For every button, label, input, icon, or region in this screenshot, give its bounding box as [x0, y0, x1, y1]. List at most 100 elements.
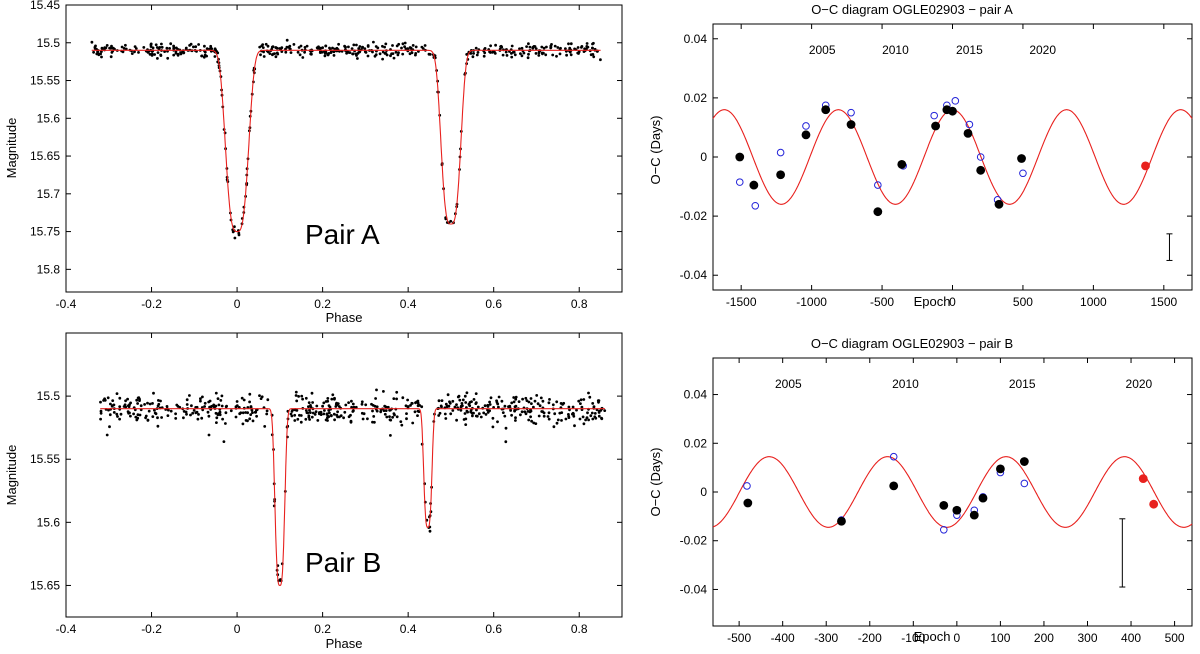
lcB-data-point — [446, 393, 450, 397]
ocA-x-tick-label: 500 — [1013, 295, 1033, 309]
lcA-data-point — [310, 52, 313, 56]
lcA-x-tick-label: -0.4 — [56, 297, 77, 311]
lcB-data-point — [132, 412, 136, 416]
ocA-year-label: 2010 — [882, 43, 909, 57]
lcB-data-point — [308, 418, 311, 421]
lcB-data-point — [395, 390, 399, 394]
lcB-data-point — [307, 405, 310, 408]
lcA-data-point — [403, 45, 406, 49]
lcA-x-tick-label: 0.2 — [314, 297, 331, 311]
lcB-data-point — [571, 405, 575, 409]
lcA-data-point — [331, 46, 334, 50]
lcA-data-point — [347, 45, 350, 49]
lcA-data-point — [531, 46, 535, 50]
lcA-data-point — [130, 52, 134, 55]
lcA-data-point — [159, 53, 163, 57]
ocA-year-label: 2005 — [809, 43, 836, 57]
lcA-data-point — [120, 45, 124, 49]
lcA-data-point — [420, 45, 424, 49]
lcB-data-point — [190, 404, 193, 408]
lcB-data-point — [196, 417, 200, 421]
lcB-data-point — [472, 411, 475, 415]
lcB-data-point — [513, 405, 517, 409]
lcB-data-point — [176, 404, 180, 408]
lcB-data-point — [195, 405, 199, 409]
lcA-data-point — [553, 44, 557, 48]
lcB-data-point — [124, 399, 127, 403]
lcB-data-point — [488, 409, 491, 413]
lcA-data-point — [518, 47, 521, 51]
lcA-data-point — [352, 43, 356, 47]
lcA-data-point — [544, 53, 548, 57]
oc-a-title: O−C diagram OGLE02903 − pair A — [811, 2, 1013, 17]
lcA-x-tick-label: 0.6 — [485, 297, 502, 311]
lcB-data-point — [542, 414, 546, 418]
lcB-data-point — [547, 411, 551, 415]
lcA-data-point — [527, 52, 530, 56]
lcA-data-point — [550, 43, 553, 46]
lcB-data-point — [451, 399, 455, 403]
ocA-year-label: 2015 — [956, 43, 983, 57]
lcB-x-tick-label: 0.8 — [571, 622, 588, 636]
lcB-data-point — [418, 404, 421, 407]
lcB-data-point — [330, 397, 334, 401]
ocB-new-minimum-point — [1138, 474, 1148, 483]
lcA-data-point — [184, 46, 188, 50]
lcB-data-point — [469, 409, 473, 412]
lcB-data-point — [551, 403, 555, 407]
lcB-data-point — [461, 398, 465, 402]
lcB-data-point — [603, 409, 607, 412]
lcB-data-point — [465, 409, 469, 413]
lcB-data-point — [174, 417, 178, 420]
lcB-data-point — [105, 433, 109, 437]
ocA-y-tick-label: -0.04 — [680, 268, 708, 282]
lcA-data-point — [401, 42, 405, 46]
lcB-data-point — [535, 394, 539, 397]
lcB-data-point — [591, 402, 595, 405]
lcB-data-point — [342, 416, 345, 420]
lcA-data-point — [122, 47, 126, 50]
lcA-data-point — [540, 45, 544, 49]
lcA-data-point — [599, 58, 602, 62]
ocB-year-label: 2010 — [892, 377, 919, 391]
lcA-data-point — [233, 236, 237, 240]
lcA-data-point — [203, 53, 207, 57]
lcA-data-point — [182, 51, 185, 55]
lcB-data-point — [581, 415, 585, 419]
lcB-data-point — [330, 414, 333, 418]
lcB-data-point — [159, 399, 162, 403]
lcB-data-point — [582, 398, 586, 401]
lcA-data-point — [414, 52, 418, 55]
lcB-data-point — [195, 410, 199, 414]
lcB-data-point — [385, 415, 389, 419]
lcB-data-point — [349, 413, 352, 417]
lcA-data-point — [172, 46, 176, 50]
lcB-data-point — [519, 413, 522, 417]
lcB-data-point — [537, 414, 541, 418]
lcA-data-point — [174, 51, 178, 55]
lcA-data-point — [124, 47, 128, 51]
lcA-data-point — [403, 41, 407, 45]
lcA-data-point — [261, 43, 265, 46]
lcB-data-point — [251, 411, 254, 414]
lcA-data-point — [90, 40, 94, 44]
lcB-data-point — [600, 416, 603, 420]
lcB-data-point — [203, 401, 207, 405]
light-curve-pair-b: Pair B Phase Magnitude -0.4 -0.2 0 0.2 0.4 0.… — [4, 332, 623, 651]
lcA-data-point — [519, 52, 522, 55]
lcB-data-point — [474, 402, 478, 405]
lcB-data-point — [347, 401, 350, 404]
lcB-data-point — [507, 405, 510, 409]
lcB-data-point — [156, 404, 160, 408]
lcA-data-point — [376, 46, 380, 50]
lcB-data-point — [437, 399, 441, 403]
ocB-secondary-minimum-point — [1020, 479, 1029, 488]
lcB-data-point — [373, 420, 376, 424]
lcB-data-point — [126, 404, 130, 408]
lcB-data-point — [512, 400, 516, 404]
lcA-data-point — [165, 46, 169, 50]
lcB-data-point — [597, 400, 600, 404]
lcB-data-point — [388, 408, 391, 412]
lcB-data-point — [304, 417, 308, 421]
lcB-data-point — [310, 391, 314, 395]
